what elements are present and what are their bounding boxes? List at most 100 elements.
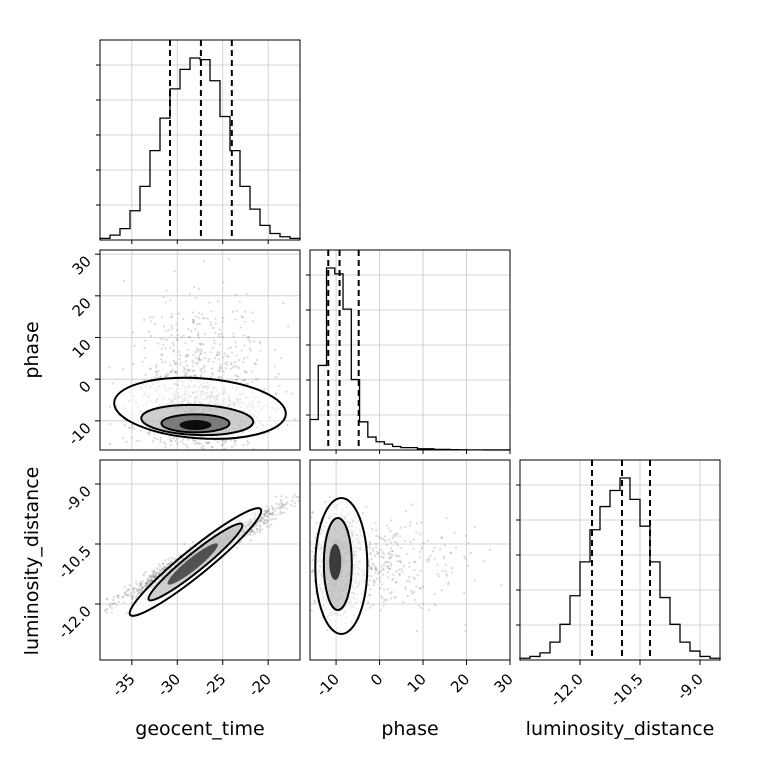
2d-geocent_time-luminosity_distance-point xyxy=(280,503,283,506)
2d-geocent_time-luminosity_distance-point xyxy=(131,597,134,601)
2d-geocent_time-phase-point xyxy=(227,347,230,350)
2d-geocent_time-luminosity_distance-ytick-label-2: -9.0 xyxy=(61,482,94,515)
2d-phase-luminosity_distance-point xyxy=(406,552,409,555)
2d-phase-luminosity_distance-point xyxy=(382,573,385,576)
2d-geocent_time-luminosity_distance-point xyxy=(152,575,155,579)
2d-geocent_time-phase-point xyxy=(286,423,289,427)
2d-geocent_time-luminosity_distance-point xyxy=(285,507,288,510)
2d-phase-luminosity_distance-point xyxy=(450,551,453,554)
2d-geocent_time-luminosity_distance-point xyxy=(161,562,164,566)
2d-phase-luminosity_distance-point xyxy=(382,604,385,607)
2d-geocent_time-phase-point xyxy=(175,362,178,365)
2d-geocent_time-phase-point xyxy=(196,348,199,352)
2d-phase-luminosity_distance-point xyxy=(382,600,385,603)
2d-geocent_time-phase-point xyxy=(221,443,224,447)
2d-phase-luminosity_distance-point xyxy=(380,565,383,568)
2d-geocent_time-luminosity_distance-point xyxy=(266,514,269,518)
2d-phase-luminosity_distance-point xyxy=(371,528,374,531)
2d-phase-luminosity_distance-point xyxy=(313,546,316,549)
2d-phase-luminosity_distance-point xyxy=(370,575,373,578)
2d-geocent_time-phase-point xyxy=(238,367,241,370)
2d-phase-luminosity_distance-point xyxy=(398,574,401,577)
2d-phase-luminosity_distance-point xyxy=(401,570,404,573)
2d-phase-luminosity_distance-point xyxy=(391,579,394,582)
2d-phase-luminosity_distance-point xyxy=(399,546,402,549)
2d-geocent_time-luminosity_distance-point xyxy=(146,578,149,581)
2d-phase-luminosity_distance-point xyxy=(390,591,393,594)
2d-phase-luminosity_distance-point xyxy=(444,570,447,573)
2d-geocent_time-phase-point xyxy=(234,345,237,348)
2d-geocent_time-phase-core xyxy=(179,420,212,430)
2d-geocent_time-luminosity_distance-point xyxy=(145,585,148,588)
2d-geocent_time-luminosity_distance-point xyxy=(265,511,268,514)
2d-geocent_time-phase-point xyxy=(200,342,203,345)
2d-phase-luminosity_distance-point xyxy=(445,574,448,578)
2d-phase-luminosity_distance-point xyxy=(419,550,422,554)
2d-geocent_time-phase-point xyxy=(243,334,246,337)
2d-geocent_time-luminosity_distance-point xyxy=(263,513,266,516)
2d-geocent_time-phase-point xyxy=(247,441,250,444)
2d-geocent_time-phase-point xyxy=(187,353,190,357)
2d-phase-luminosity_distance-point xyxy=(367,574,370,578)
2d-geocent_time-luminosity_distance-point xyxy=(106,598,109,601)
2d-phase-luminosity_distance-point xyxy=(328,496,332,499)
2d-geocent_time-phase-point xyxy=(192,354,195,357)
2d-geocent_time-luminosity_distance-point xyxy=(293,504,296,508)
2d-geocent_time-luminosity_distance-point xyxy=(149,576,152,579)
2d-phase-luminosity_distance-point xyxy=(402,565,406,568)
2d-geocent_time-luminosity_distance-point xyxy=(160,568,163,571)
2d-geocent_time-luminosity_distance-point xyxy=(123,585,126,588)
2d-geocent_time-phase-point xyxy=(171,327,174,330)
2d-geocent_time-luminosity_distance-point xyxy=(191,540,194,544)
2d-geocent_time-luminosity_distance-point xyxy=(263,519,266,522)
2d-geocent_time-phase-point xyxy=(277,427,280,430)
2d-geocent_time-luminosity_distance-point xyxy=(117,600,120,603)
2d-geocent_time-phase-point xyxy=(108,443,112,446)
2d-phase-luminosity_distance-point xyxy=(381,583,384,586)
2d-geocent_time-luminosity_distance-point xyxy=(280,506,283,509)
2d-phase-luminosity_distance-point xyxy=(439,548,442,551)
2d-phase-luminosity_distance-point xyxy=(375,569,378,572)
2d-geocent_time-phase-point xyxy=(217,376,220,379)
2d-geocent_time-luminosity_distance-point xyxy=(115,604,118,607)
2d-geocent_time-luminosity_distance-point xyxy=(259,519,262,522)
2d-geocent_time-phase-point xyxy=(221,335,224,338)
2d-geocent_time-phase-point xyxy=(191,359,194,362)
2d-phase-luminosity_distance-point xyxy=(376,550,379,553)
2d-geocent_time-phase-point xyxy=(162,441,166,444)
2d-geocent_time-luminosity_distance-point xyxy=(264,512,267,516)
2d-geocent_time-luminosity_distance-point xyxy=(161,568,164,571)
2d-geocent_time-phase-point xyxy=(246,292,249,295)
2d-geocent_time-phase-point xyxy=(202,366,205,369)
2d-geocent_time-phase-point xyxy=(168,328,171,331)
2d-geocent_time-luminosity_distance-point xyxy=(268,512,272,515)
2d-geocent_time-phase-point xyxy=(154,322,157,325)
2d-geocent_time-luminosity_distance-point xyxy=(153,576,156,580)
2d-geocent_time-luminosity_distance-point xyxy=(253,532,256,535)
2d-geocent_time-luminosity_distance-point xyxy=(167,558,170,561)
2d-geocent_time-phase-point xyxy=(169,346,172,349)
2d-geocent_time-phase-point xyxy=(162,343,165,346)
2d-geocent_time-luminosity_distance-point xyxy=(131,597,134,600)
2d-geocent_time-luminosity_distance-point xyxy=(167,563,170,566)
2d-phase-luminosity_distance-point xyxy=(500,584,503,587)
2d-phase-luminosity_distance-point xyxy=(394,596,397,599)
2d-phase-luminosity_distance-point xyxy=(379,555,382,558)
2d-geocent_time-phase-point xyxy=(230,363,233,366)
2d-phase-luminosity_distance-point xyxy=(405,510,408,513)
2d-geocent_time-luminosity_distance-point xyxy=(149,576,153,579)
2d-phase-luminosity_distance-point xyxy=(436,563,439,566)
2d-geocent_time-phase-point xyxy=(123,424,127,427)
2d-geocent_time-luminosity_distance-point xyxy=(130,591,133,595)
2d-geocent_time-phase-point xyxy=(139,429,142,432)
2d-geocent_time-phase-point xyxy=(148,431,151,434)
2d-geocent_time-phase-point xyxy=(279,357,283,360)
2d-phase-luminosity_distance-point xyxy=(384,561,387,564)
2d-geocent_time-phase-point xyxy=(111,382,114,385)
2d-phase-luminosity_distance-point xyxy=(384,539,387,543)
2d-phase-luminosity_distance-point xyxy=(419,569,422,573)
2d-geocent_time-luminosity_distance-point xyxy=(127,588,130,592)
2d-phase-luminosity_distance-point xyxy=(450,571,453,574)
2d-geocent_time-phase-point xyxy=(170,371,173,374)
2d-phase-luminosity_distance-point xyxy=(398,560,401,563)
